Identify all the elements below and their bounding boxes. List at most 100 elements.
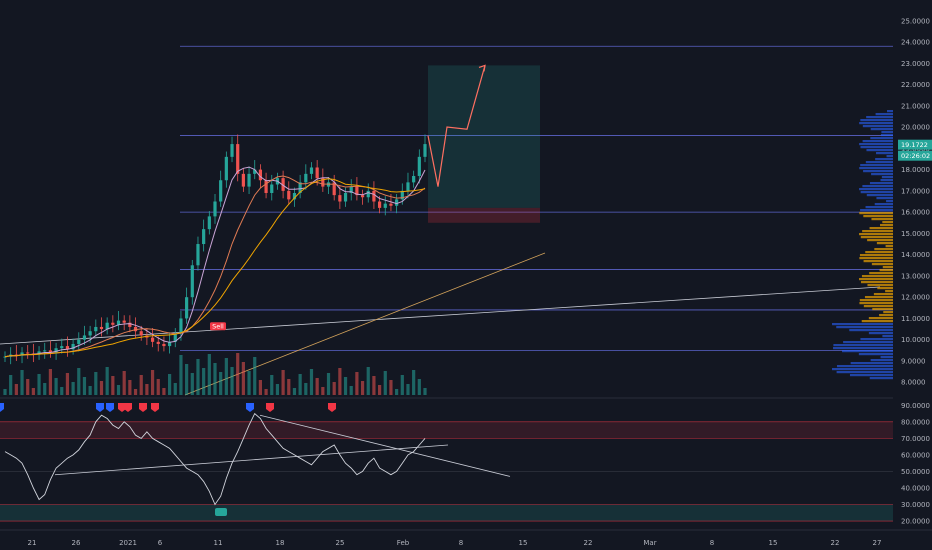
volume-bar [111, 376, 115, 395]
price-tick-label: 18.0000 [901, 166, 930, 174]
volume-bar [309, 369, 314, 395]
volume-bar [14, 384, 18, 395]
volume-bar [77, 368, 81, 395]
volume-profile-bar [859, 302, 893, 305]
volume-bar [275, 384, 280, 395]
volume-profile-bar [859, 143, 893, 146]
trend-line [0, 286, 881, 345]
candle-body [82, 335, 87, 340]
volume-bar [3, 389, 7, 395]
candle-body [3, 356, 7, 358]
volume-profile-bar [862, 230, 893, 233]
volume-bar [71, 382, 75, 395]
volume-bar [202, 368, 206, 395]
time-tick-label: 8 [710, 539, 714, 547]
volume-profile-bar [863, 305, 893, 308]
volume-bar [150, 370, 155, 395]
volume-profile-bar [862, 140, 893, 143]
volume-bar [400, 375, 404, 395]
volume-bar [167, 374, 172, 395]
volume-profile-bar [868, 317, 893, 320]
volume-bar [292, 388, 297, 395]
time-tick-label: 15 [769, 539, 778, 547]
volume-bar [173, 383, 177, 395]
volume-profile-bar [859, 299, 893, 302]
price-tick-label: 15.0000 [901, 230, 930, 238]
moving-average-line [4, 166, 426, 358]
volume-profile-bar [860, 236, 893, 239]
candle-body [412, 175, 416, 183]
volume-profile-bar [887, 110, 893, 113]
volume-bar [423, 388, 427, 395]
candle-body [196, 244, 200, 266]
price-tick-label: 10.0000 [901, 336, 930, 344]
volume-profile-bar [875, 158, 893, 161]
price-axis-panel [893, 0, 932, 550]
volume-profile-bar [876, 197, 893, 200]
volume-profile-bar [863, 215, 893, 218]
volume-bar [65, 373, 70, 395]
candle-body [111, 322, 115, 325]
volume-bar [287, 379, 291, 395]
volume-bar [372, 376, 376, 395]
time-tick-label: 6 [158, 539, 163, 547]
volume-bar [383, 371, 387, 395]
volume-bar [94, 372, 98, 395]
candle-body [241, 173, 245, 187]
candle-body [48, 350, 53, 353]
volume-profile-bar [870, 137, 893, 140]
overbought-band [0, 421, 893, 439]
volume-bar [133, 389, 138, 395]
volume-profile-bar [865, 161, 893, 164]
candle-body [338, 195, 342, 202]
candle-body [395, 199, 399, 206]
candle-body [167, 341, 172, 347]
candle-body [65, 346, 70, 350]
volume-profile-bar [859, 167, 893, 170]
candle-body [258, 169, 263, 181]
volume-bar [253, 357, 257, 395]
candle-body [26, 352, 30, 354]
volume-profile-bar [836, 365, 893, 368]
candle-body [332, 182, 336, 196]
volume-bar [321, 387, 325, 395]
price-tick-label: 23.0000 [901, 60, 930, 68]
volume-profile-bar [858, 353, 893, 356]
volume-profile-bar [873, 293, 893, 296]
volume-profile-bar [880, 356, 893, 359]
volume-bar [247, 371, 251, 395]
volume-bar [88, 386, 92, 395]
candle-body [247, 173, 251, 187]
volume-bar [156, 379, 160, 395]
volume-profile-bar [849, 374, 893, 377]
candle-body [383, 203, 387, 208]
candle-body [94, 326, 98, 332]
volume-bar [389, 380, 393, 395]
oscillator-tick-label: 80.0000 [901, 418, 930, 426]
volume-bar [349, 386, 353, 395]
volume-profile-bar [832, 368, 893, 371]
volume-profile-bar [871, 173, 893, 176]
time-tick-label: 22 [831, 539, 840, 547]
volume-bar [26, 379, 30, 395]
volume-bar [241, 362, 245, 395]
volume-bar [128, 380, 132, 395]
volume-bar [145, 384, 149, 395]
time-tick-label: 8 [459, 539, 463, 547]
volume-profile-bar [862, 185, 893, 188]
last-price-label: 19.1722 [901, 141, 928, 149]
volume-profile-bar [836, 326, 893, 329]
volume-profile-bar [867, 239, 893, 242]
volume-profile-bar [871, 218, 893, 221]
projection-arrowhead [478, 64, 486, 72]
volume-bar [377, 385, 382, 395]
volume-profile-bar [859, 254, 893, 257]
price-tick-label: 11.0000 [901, 315, 930, 323]
volume-profile-bar [876, 242, 893, 245]
oscillator-trend-line [54, 444, 449, 476]
volume-profile-bar [886, 200, 893, 203]
volume-profile-bar [860, 191, 893, 194]
candle-body [71, 343, 75, 350]
candle-body [88, 331, 92, 336]
